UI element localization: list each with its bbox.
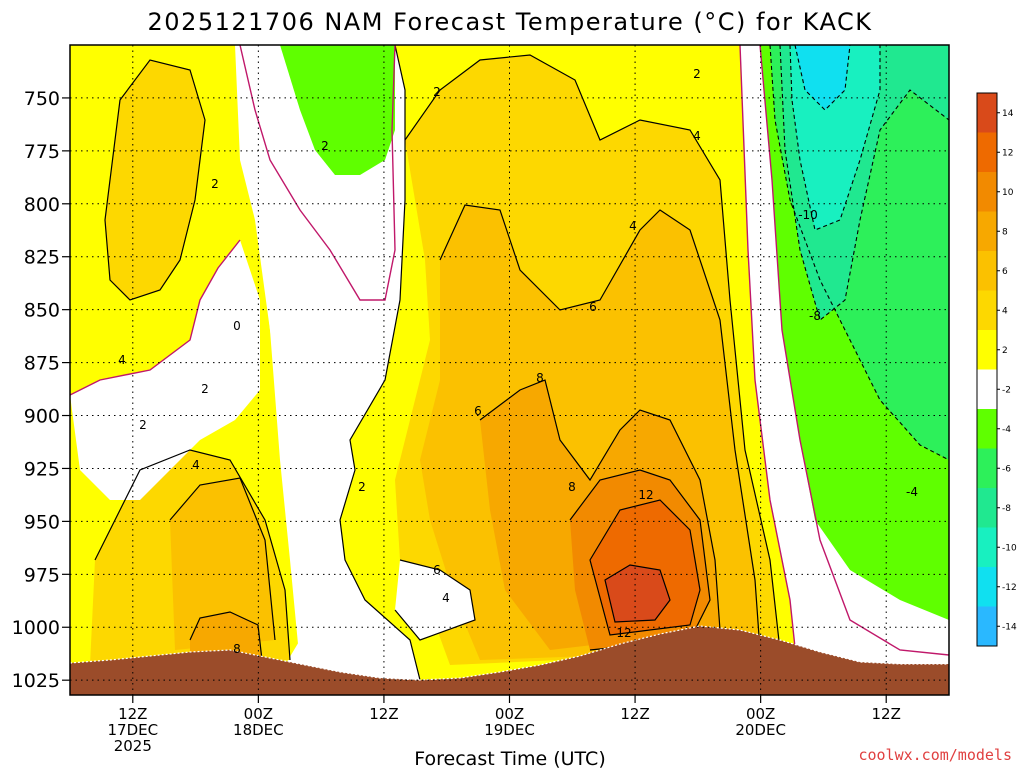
terrain-surface bbox=[70, 626, 949, 695]
colorbar-tick-label: 14 bbox=[1002, 109, 1014, 119]
contour-label: 4 bbox=[442, 591, 450, 605]
contour-label: 2 bbox=[321, 139, 329, 153]
colorbar-swatch bbox=[977, 409, 997, 449]
colorbar-frame bbox=[976, 92, 998, 647]
colorbar-swatch bbox=[977, 330, 997, 370]
colorbar-tick-label: 12 bbox=[1002, 148, 1013, 158]
region-left-4to6-upper bbox=[105, 60, 205, 300]
colorbar-tick-label: -10 bbox=[1002, 543, 1017, 553]
contour-label: 2 bbox=[211, 177, 219, 191]
contour-label: 2 bbox=[693, 67, 701, 81]
region-left-8to10 bbox=[190, 612, 262, 660]
x-tick-label: 12Z bbox=[118, 705, 147, 723]
colorbar-swatch bbox=[977, 290, 997, 331]
x-tick-label: 12Z bbox=[369, 705, 398, 723]
colorbar-swatch bbox=[977, 93, 997, 133]
colorbar-swatch bbox=[977, 172, 997, 212]
y-axis: 750 775 800 825 850 875 900 925 950 975 1000 1025 bbox=[12, 88, 70, 692]
contour-label: 2 bbox=[201, 382, 209, 396]
colorbar-swatch bbox=[977, 132, 997, 173]
region-mid-14plus bbox=[605, 565, 670, 622]
colorbar-tick-label: 4 bbox=[1002, 306, 1008, 316]
x-tick-label: 19DEC bbox=[484, 721, 535, 739]
region-right-white bbox=[740, 45, 949, 695]
contour-label: 12 bbox=[616, 626, 631, 640]
contour-label: 2 bbox=[433, 85, 441, 99]
chart-title: 2025121706 NAM Forecast Temperature (°C)… bbox=[148, 8, 873, 36]
y-tick-label: 950 bbox=[24, 511, 60, 533]
y-tick-label: 1000 bbox=[12, 617, 60, 639]
colorbar-tick-label: 10 bbox=[1002, 188, 1014, 198]
contour-label: 8 bbox=[233, 642, 241, 656]
colorbar-tick-label: -6 bbox=[1002, 464, 1011, 474]
contour-label: -8 bbox=[809, 309, 821, 323]
colorbar-tick-label: -8 bbox=[1002, 504, 1011, 514]
y-tick-label: 750 bbox=[24, 88, 60, 110]
y-tick-label: 850 bbox=[24, 300, 60, 322]
colorbar-swatch bbox=[977, 606, 997, 647]
colorbar-swatch bbox=[977, 211, 997, 252]
x-tick-label: 00Z bbox=[244, 705, 273, 723]
colorbar-swatch bbox=[977, 488, 997, 528]
colorbar-swatch bbox=[977, 251, 997, 291]
region-mid-white bbox=[240, 45, 415, 665]
colorbar-swatch bbox=[977, 567, 997, 607]
x-tick-label: 00Z bbox=[495, 705, 524, 723]
x-tick-label: 18DEC bbox=[233, 721, 284, 739]
contour-label: -10 bbox=[798, 208, 818, 222]
colorbar-tick-label: 2 bbox=[1002, 346, 1008, 356]
x-axis-label: Forecast Time (UTC) bbox=[414, 748, 605, 768]
contour-label: 12 bbox=[638, 488, 653, 502]
y-tick-label: 875 bbox=[24, 353, 60, 375]
contour-label: 8 bbox=[568, 480, 576, 494]
y-tick-label: 1025 bbox=[12, 670, 60, 692]
colorbar-swatch bbox=[977, 448, 997, 489]
contour-label: 4 bbox=[118, 353, 126, 367]
contour-lines-zero bbox=[70, 45, 949, 695]
colorbar-tick-label: -14 bbox=[1002, 622, 1017, 632]
colorbar-swatch bbox=[977, 369, 997, 410]
contour-label: 8 bbox=[536, 371, 544, 385]
region-left-white bbox=[70, 240, 260, 500]
terrain-edge bbox=[70, 625, 949, 681]
y-tick-label: 825 bbox=[24, 247, 60, 269]
colorbar-tick-label: -4 bbox=[1002, 425, 1011, 435]
colorbar: 14 12 10 8 6 4 2 -2 -4 -6 -8 -10 -12 -14 bbox=[976, 92, 1017, 647]
contour-label: 4 bbox=[693, 129, 701, 143]
contour-lines-positive bbox=[94, 45, 781, 681]
colorbar-tick-label: -2 bbox=[1002, 385, 1011, 395]
plot-area bbox=[70, 45, 949, 695]
contour-label: 4 bbox=[629, 219, 637, 233]
colorbar-tick-label: 8 bbox=[1002, 227, 1008, 237]
contour-label: 6 bbox=[433, 563, 441, 577]
x-tick-label: 12Z bbox=[872, 705, 901, 723]
colorbar-tick-label: -12 bbox=[1002, 583, 1017, 593]
colorbar-swatch bbox=[977, 527, 997, 568]
y-tick-label: 800 bbox=[24, 194, 60, 216]
y-tick-label: 975 bbox=[24, 564, 60, 586]
y-tick-label: 925 bbox=[24, 458, 60, 480]
credit-link[interactable]: coolwx.com/models bbox=[858, 746, 1012, 764]
x-tick-label: 17DEC bbox=[107, 721, 158, 739]
contour-label: 2 bbox=[139, 418, 147, 432]
contour-label: 0 bbox=[233, 319, 241, 333]
contour-label: -4 bbox=[906, 485, 918, 499]
x-tick-label: 00Z bbox=[746, 705, 775, 723]
y-tick-label: 900 bbox=[24, 406, 60, 428]
y-tick-label: 775 bbox=[24, 141, 60, 163]
contour-label: 4 bbox=[192, 458, 200, 472]
region-green-top bbox=[280, 45, 395, 175]
grid-lines bbox=[70, 45, 949, 695]
colorbar-tick-label: 6 bbox=[1002, 267, 1008, 277]
x-tick-label: 20DEC bbox=[735, 721, 786, 739]
region-left-6to8 bbox=[170, 478, 275, 650]
contour-label: 6 bbox=[474, 404, 482, 418]
x-tick-label: 12Z bbox=[620, 705, 649, 723]
contour-label: 6 bbox=[589, 300, 597, 314]
contour-label: 2 bbox=[358, 480, 366, 494]
x-tick-label: 2025 bbox=[114, 737, 152, 755]
